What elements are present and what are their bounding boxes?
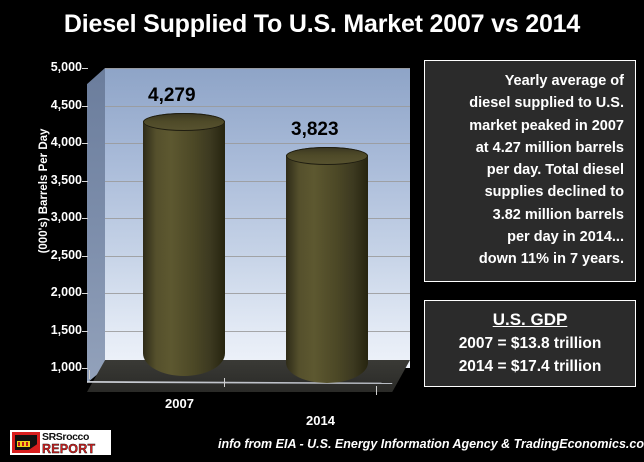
gridline [105, 105, 410, 107]
annotation-line: diesel supplied to U.S. [469, 95, 624, 112]
y-axis: 5,000 4,500 4,000 3,500 3,000 2,500 2,000 1,500… [20, 0, 82, 462]
bar-value-label: 4,279 [148, 85, 196, 107]
y-axis-tick-mark [82, 105, 88, 107]
y-axis-tick-label: 1,000 [50, 360, 82, 374]
y-axis-tick-label: 5,000 [50, 60, 82, 74]
annotation-line: at 4.27 million barrels [475, 139, 624, 156]
gridline [105, 330, 410, 332]
gridline [105, 218, 410, 219]
x-axis-category-label: 2014 [306, 413, 335, 428]
gdp-row: 2014 = $17.4 trillion [458, 358, 602, 375]
y-axis-tick-mark [82, 180, 88, 182]
bar-value-label: 3,823 [291, 119, 339, 141]
logo-name-top: SRSrocco [42, 431, 89, 443]
y-axis-tick-label: 2,500 [50, 247, 82, 262]
y-axis-tick-label: 3,500 [50, 172, 82, 187]
y-axis-tick-label: 1,500 [50, 322, 82, 337]
y-axis-tick-mark [82, 218, 88, 219]
annotation-line: per day. Total diesel [486, 162, 624, 179]
srsrocco-report-logo[interactable]: SRSrocco REPORT [10, 430, 111, 456]
gridline [105, 293, 410, 294]
annotation-line: per day in 2014... [507, 229, 624, 246]
page-title: Diesel Supplied To U.S. Market 2007 vs 2… [63, 10, 581, 38]
source-caption: info from EIA - U.S. Energy Information … [218, 437, 644, 451]
x-axis-tick-mark [224, 378, 225, 387]
y-axis-tick-mark [82, 293, 88, 294]
y-axis-tick-label: 2,000 [50, 285, 82, 299]
bar-body [286, 156, 368, 383]
gridline [105, 68, 410, 69]
bar-column[interactable] [286, 147, 368, 383]
y-axis-tick-label: 4,500 [50, 97, 82, 112]
plot-floor-edge [87, 381, 393, 384]
gridline [105, 255, 410, 257]
y-axis-tick-label: 3,000 [50, 210, 82, 224]
bar-column[interactable] [143, 113, 225, 376]
annotation-line: market peaked in 2007 [469, 117, 624, 134]
x-axis-category-label: 2007 [165, 396, 194, 411]
logo-mark-icon [12, 432, 40, 453]
y-axis-tick-mark [82, 368, 88, 369]
gdp-rows: 2007 = $13.8 trillion 2014 = $17.4 trilli… [435, 332, 625, 378]
y-axis-title: (000's) Barrels Per Day [38, 128, 50, 254]
gdp-row: 2007 = $13.8 trillion [458, 335, 602, 352]
y-axis-tick-mark [82, 68, 88, 69]
y-axis-tick-mark [82, 330, 88, 332]
gdp-info-box: U.S. GDP 2007 = $13.8 trillion 2014 = $17… [424, 300, 636, 387]
x-axis-tick-mark [376, 386, 377, 395]
annotation-line: down 11% in 7 years. [478, 251, 624, 268]
annotation-line: Yearly average of [504, 73, 624, 89]
gridline [105, 143, 410, 144]
gridline [105, 180, 410, 182]
bar-top-outline [143, 113, 225, 132]
y-axis-tick-label: 4,000 [50, 135, 82, 149]
gdp-heading: U.S. GDP [492, 310, 568, 329]
bar-top-outline [286, 147, 368, 166]
annotation-line: supplies declined to [484, 184, 624, 201]
y-axis-tick-mark [82, 255, 88, 257]
logo-name-bottom: REPORT [42, 441, 96, 456]
y-axis-tick-mark [82, 143, 88, 144]
plot-side-wall [87, 68, 105, 383]
bar-body [143, 122, 225, 376]
annotation-line: 3.82 million barrels [492, 206, 624, 223]
annotation-note-box: Yearly average of diesel supplied to U.S.… [424, 60, 636, 282]
x-axis-origin-tick [89, 370, 90, 379]
